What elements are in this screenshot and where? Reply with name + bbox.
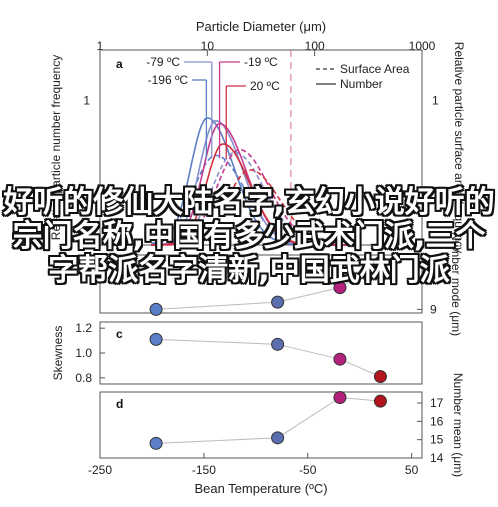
y-tick-label-right: 1 (432, 94, 439, 108)
y-tick-label: 9 (430, 302, 437, 316)
y-tick-label: 14 (430, 451, 444, 465)
annotation-label: -19 ºC (244, 55, 278, 69)
y-tick-label-left: 1 (83, 94, 90, 108)
data-point (373, 394, 387, 408)
y-tick-label: 15 (430, 433, 444, 447)
x-tick-label: -250 (88, 463, 112, 477)
x-tick-label: 50 (405, 463, 419, 477)
legend-surface-label: Surface Area (340, 62, 410, 76)
annotation-label: 20 ºC (250, 79, 280, 93)
x-tick-label-top: 1 (97, 39, 104, 53)
y-axis-title-right: Number mean (μm) (451, 373, 465, 477)
y-tick-label: 0.8 (75, 371, 92, 385)
y-axis-title-left: Relative particle number frequency (49, 55, 63, 240)
data-point (149, 332, 163, 346)
panel-c-label: c (116, 327, 123, 341)
panel-d-frame (99, 391, 423, 459)
series-surface-curve (151, 148, 358, 246)
data-point (149, 302, 163, 316)
data-point (373, 255, 387, 269)
data-point (271, 337, 285, 351)
y-tick-label: 16 (430, 414, 444, 428)
panel-d-label: d (116, 397, 123, 411)
y-axis-title-right: Number mode (μm) (449, 232, 463, 336)
series-surface-curve (151, 154, 358, 246)
y-tick-label: 1.2 (75, 321, 92, 335)
trend-line (156, 338, 381, 378)
x-axis-title-top: Particle Diameter (μm) (196, 19, 326, 34)
panel-b-label: b (116, 260, 123, 274)
data-point (271, 295, 285, 309)
panel-b-frame (99, 254, 423, 314)
y-tick-label: 17 (430, 396, 444, 410)
panel-c-frame (99, 321, 423, 385)
series-surface-curve (151, 169, 358, 246)
series-number-curve (151, 143, 358, 246)
trend-line (156, 261, 381, 310)
data-point (373, 370, 387, 384)
data-point (333, 352, 347, 366)
data-point (333, 391, 347, 404)
data-point (271, 431, 285, 445)
y-tick-label: 1.0 (75, 346, 92, 360)
panel-a-frame (99, 49, 423, 246)
y-axis-title-left: Skewness (51, 326, 65, 381)
x-axis-title: Bean Temperature (ºC) (194, 481, 327, 496)
panel-a-label: a (116, 57, 123, 71)
legend-number-label: Number (340, 77, 383, 91)
trend-line (156, 396, 381, 444)
annotation-label: -79 ºC (146, 55, 180, 69)
annotation-label: -196 ºC (148, 73, 189, 87)
y-axis-title-right: Relative particle surface area frequency (452, 42, 466, 253)
data-point (149, 436, 163, 450)
x-tick-label: -150 (192, 463, 216, 477)
overlay-caption: 好听的修仙大陆名字,玄幻小说好听的宗门名称,中国有多少武术门派,三个字帮派名字清… (3, 185, 495, 288)
x-tick-label: -50 (299, 463, 317, 477)
data-point (333, 281, 347, 295)
